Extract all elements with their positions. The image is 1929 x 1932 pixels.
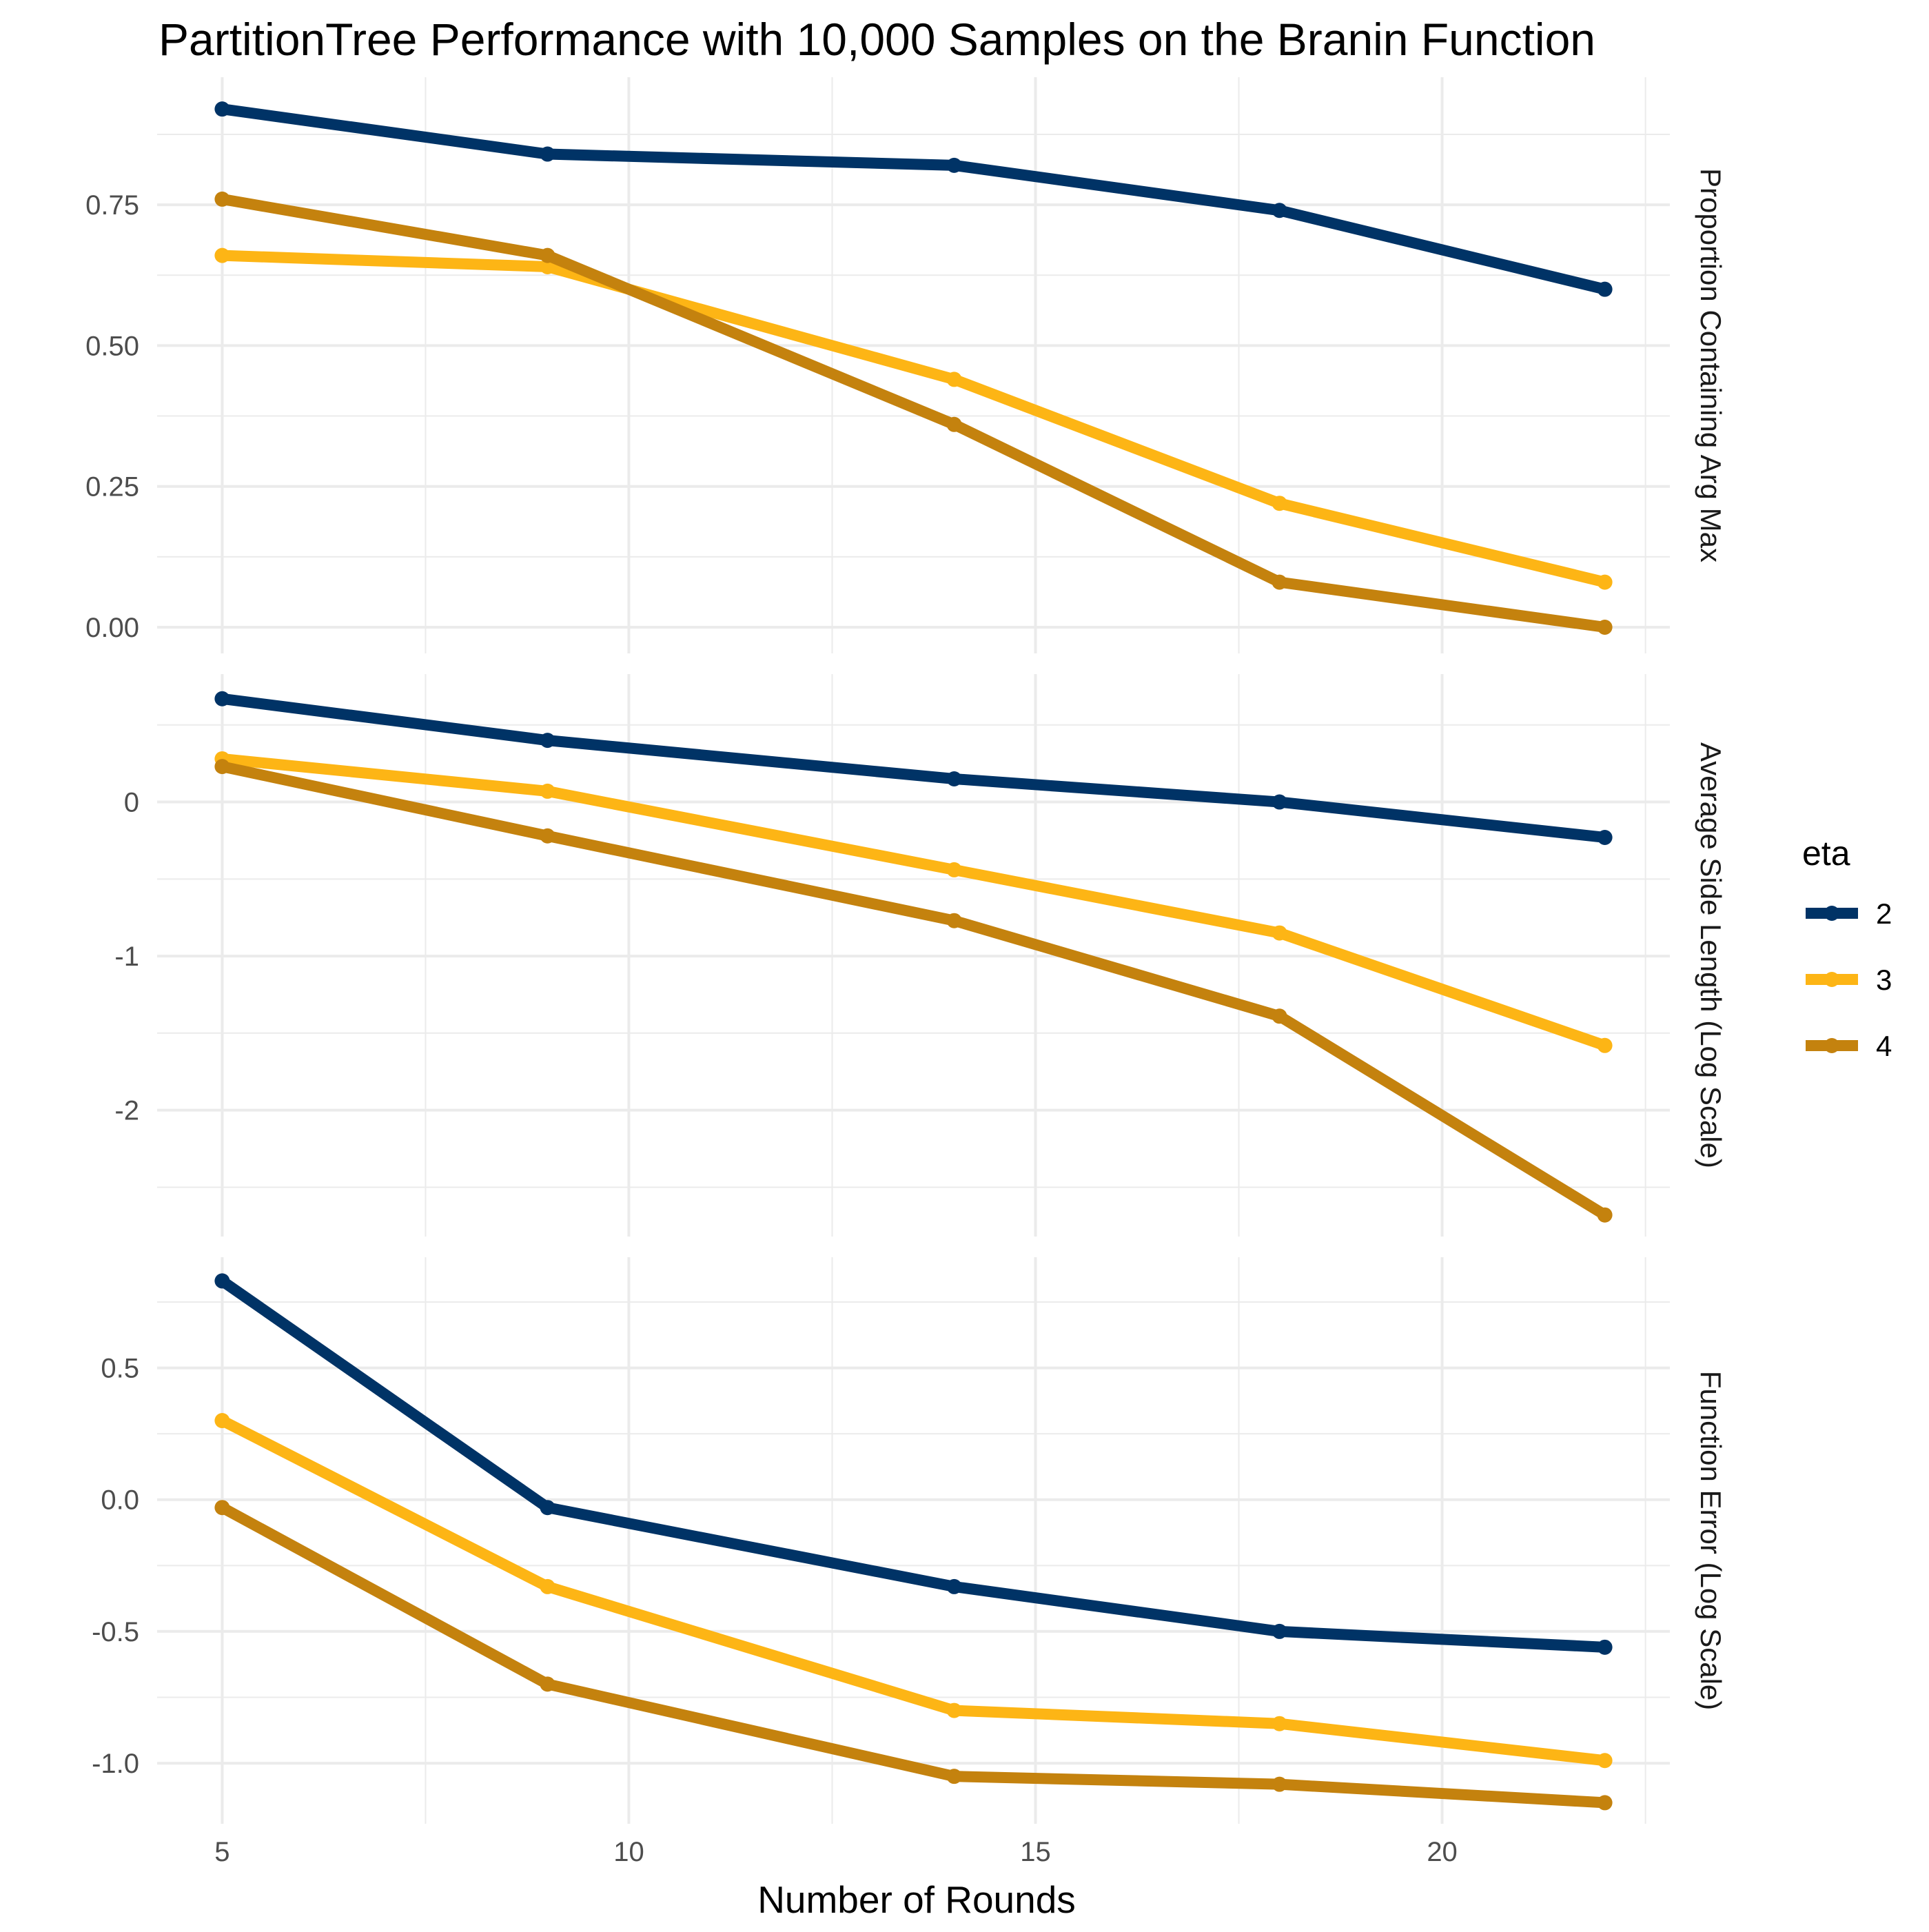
legend-item-eta-3: 3 [1806,964,1892,996]
legend-item-label: 3 [1876,964,1892,996]
legend-swatch-point [1824,906,1839,921]
x-tick-label: 10 [613,1837,644,1867]
data-point-eta-3 [1597,1037,1613,1053]
data-point-eta-3 [1272,1716,1287,1731]
legend-title: eta [1802,834,1850,873]
data-point-eta-3 [946,862,962,877]
data-point-eta-4 [1272,1776,1287,1792]
data-point-eta-3 [1597,574,1613,590]
panel-3: -1.0 -0.5 0.0 0.5 Function Error (Log Scale) [92,1257,1727,1824]
data-point-eta-3 [1272,925,1287,941]
data-point-eta-4 [1597,1795,1613,1811]
panel-strip-label: Function Error (Log Scale) [1695,1371,1727,1711]
data-point-eta-2 [214,101,230,117]
data-point-eta-2 [946,157,962,173]
data-point-eta-2 [540,733,555,749]
panel-strip-label: Proportion Containing Arg Max [1695,168,1727,562]
panels: 0.000.250.500.75 Proportion Containing Ar… [85,77,1727,1867]
data-point-eta-2 [214,691,230,706]
data-point-eta-2 [1597,1639,1613,1655]
data-point-eta-2 [540,1500,555,1516]
y-tick-label: 0.75 [85,190,139,221]
panel-2: -2 -1 0 Average Side Length (Log Scale) [114,674,1727,1237]
data-point-eta-2 [1272,1623,1287,1639]
data-point-eta-2 [1597,281,1613,297]
y-tick-label: 0.50 [85,331,139,361]
y-tick-label: 0.5 [101,1354,139,1384]
data-point-eta-3 [214,1413,230,1429]
y-tick-label: 0 [124,788,139,818]
data-point-eta-3 [1597,1753,1613,1769]
y-tick-label: -2 [114,1096,139,1126]
x-axis-label: Number of Rounds [757,1878,1076,1921]
data-point-eta-4 [540,828,555,844]
data-point-eta-4 [214,191,230,207]
y-tick-label: -0.5 [92,1617,139,1647]
data-point-eta-3 [214,247,230,263]
data-point-eta-2 [1272,203,1287,218]
data-point-eta-4 [1272,574,1287,590]
y-tick-label: 0.25 [85,472,139,502]
y-tick-label: -1.0 [92,1749,139,1779]
x-tick-label: 15 [1020,1837,1051,1867]
legend-item-eta-4: 4 [1806,1030,1892,1062]
panel-1: 0.00 0.25 0.50 0.75 Proportion Containing Ar… [85,77,1727,653]
data-point-eta-4 [540,247,555,263]
x-tick-label: 20 [1427,1837,1458,1867]
panel-strip-label: Average Side Length (Log Scale) [1695,742,1727,1168]
data-point-eta-3 [946,1702,962,1718]
data-point-eta-3 [1272,496,1287,511]
data-point-eta-4 [540,1676,555,1692]
legend-item-label: 4 [1876,1030,1892,1062]
legend-swatch-point [1824,1038,1839,1053]
data-point-eta-4 [946,416,962,432]
data-point-eta-4 [214,759,230,775]
chart-title: PartitionTree Performance with 10,000 Sa… [159,14,1595,65]
legend: eta 2 3 4 [1802,834,1892,1062]
data-point-eta-4 [1272,1008,1287,1024]
data-point-eta-2 [946,771,962,787]
y-tick-label: 0.00 [85,613,139,643]
y-tick-label: -1 [114,942,139,972]
data-point-eta-3 [540,783,555,799]
data-point-eta-4 [1597,1207,1613,1223]
data-point-eta-2 [1597,829,1613,845]
data-point-eta-2 [214,1273,230,1289]
data-point-eta-2 [946,1578,962,1594]
legend-swatch-point [1824,972,1839,987]
data-point-eta-2 [540,146,555,162]
legend-item-label: 2 [1876,897,1892,930]
data-point-eta-4 [1597,620,1613,635]
legend-item-eta-2: 2 [1806,897,1892,930]
data-point-eta-3 [540,1578,555,1594]
y-tick-label: 0.0 [101,1485,139,1516]
data-point-eta-4 [946,1769,962,1784]
data-point-eta-2 [1272,794,1287,810]
data-point-eta-4 [946,913,962,928]
data-point-eta-3 [946,372,962,387]
x-tick-label: 5 [214,1837,229,1867]
data-point-eta-4 [214,1500,230,1516]
